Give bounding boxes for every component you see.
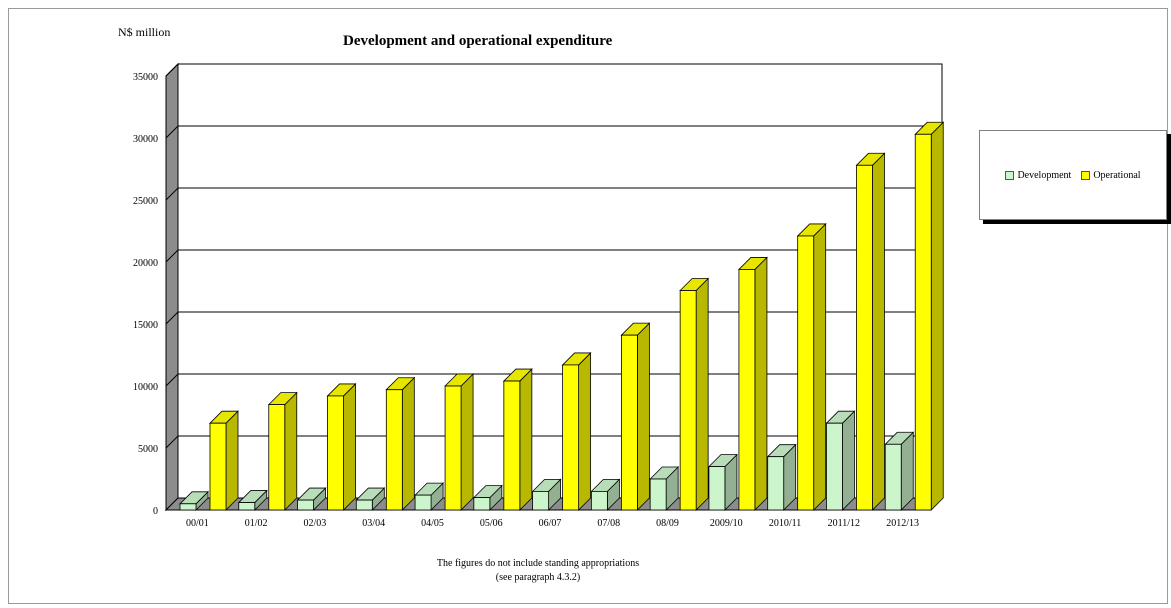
gridline-wall — [165, 125, 179, 139]
bar-side — [900, 431, 914, 511]
bar-development — [767, 456, 785, 511]
gridline-wall — [165, 249, 179, 263]
bar-operational — [797, 235, 815, 511]
bar-side — [401, 376, 415, 511]
left-wall — [165, 62, 179, 512]
bar-operational — [385, 389, 403, 511]
bar-side — [225, 410, 239, 511]
legend-label-development: Development — [1017, 169, 1072, 181]
bar-development — [179, 503, 197, 511]
y-tick-label: 10000 — [133, 382, 158, 393]
bar-operational — [738, 269, 756, 511]
legend: Development Operational — [979, 130, 1167, 220]
bar-development — [884, 443, 902, 511]
gridline-wall — [165, 187, 179, 201]
bar-operational — [209, 422, 227, 511]
bar-operational — [562, 364, 580, 511]
bar-side — [872, 152, 885, 511]
bar-side — [343, 382, 356, 511]
y-tick-label: 20000 — [133, 258, 158, 269]
bar-side — [519, 368, 533, 511]
bar-operational — [679, 290, 697, 511]
bar-development — [355, 499, 373, 511]
y-tick-label: 15000 — [133, 320, 158, 331]
y-tick-label: 30000 — [133, 134, 158, 145]
bar-side — [930, 121, 944, 511]
bar-development — [473, 497, 491, 511]
x-tick-label: 06/07 — [539, 518, 562, 529]
legend-swatch-development — [1005, 170, 1015, 180]
y-tick-label: 35000 — [133, 72, 158, 83]
gridline-wall — [165, 63, 179, 77]
bar-side — [754, 256, 768, 511]
bar-development — [826, 422, 843, 511]
gridline-wall — [165, 311, 179, 325]
gridline-wall — [165, 373, 179, 387]
x-tick-label: 07/08 — [597, 518, 620, 529]
bar-side — [636, 322, 650, 511]
x-tick-label: 2010/11 — [769, 518, 801, 529]
x-tick-label: 08/09 — [656, 518, 679, 529]
bar-side — [460, 373, 474, 511]
x-tick-label: 2009/10 — [710, 518, 743, 529]
bar-development — [708, 466, 726, 511]
bar-development — [590, 490, 608, 511]
bar-side — [813, 222, 827, 511]
gridline-wall — [165, 435, 179, 449]
bar-operational — [503, 380, 521, 511]
bar-side — [695, 277, 709, 511]
legend-swatch-operational — [1081, 170, 1091, 180]
x-tick-label: 02/03 — [304, 518, 327, 529]
bar-operational — [268, 404, 286, 511]
bar-operational — [444, 385, 462, 511]
legend-label-operational: Operational — [1093, 169, 1141, 181]
plot-area: 0 5000 10000 15000 20000 25000 30000 35000 00/01… — [133, 62, 945, 529]
y-tick-label: 25000 — [133, 196, 158, 207]
x-tick-label: 00/01 — [186, 518, 209, 529]
bar-operational — [620, 334, 638, 511]
bar-side — [578, 351, 592, 511]
legend-item-operational: Operational — [1081, 169, 1141, 181]
bar-operational — [327, 395, 344, 511]
legend-item-development: Development — [1005, 170, 1071, 181]
x-tick-label: 05/06 — [480, 518, 503, 529]
bar-side — [284, 391, 298, 511]
bar-side — [842, 410, 855, 511]
footnote-line-1: The figures do not include standing appr… — [437, 558, 639, 569]
bar-development — [238, 502, 256, 511]
y-unit-label: N$ million — [118, 25, 170, 39]
bar-development — [532, 490, 550, 511]
y-tick-label: 0 — [153, 506, 158, 517]
bar-operational — [914, 133, 932, 511]
y-tick-label: 5000 — [138, 444, 158, 455]
x-tick-label: 03/04 — [362, 518, 385, 529]
bar-development — [649, 478, 667, 511]
x-tick-label: 01/02 — [245, 518, 268, 529]
footnote-line-2: (see paragraph 4.3.2) — [496, 572, 580, 583]
x-tick-label: 2012/13 — [886, 518, 919, 529]
x-tick-label: 04/05 — [421, 518, 444, 529]
bar-development — [414, 494, 432, 511]
x-tick-label: 2011/12 — [828, 518, 860, 529]
bar-development — [297, 499, 314, 511]
chart-title: Development and operational expenditure — [343, 33, 613, 49]
bar-operational — [856, 164, 873, 511]
